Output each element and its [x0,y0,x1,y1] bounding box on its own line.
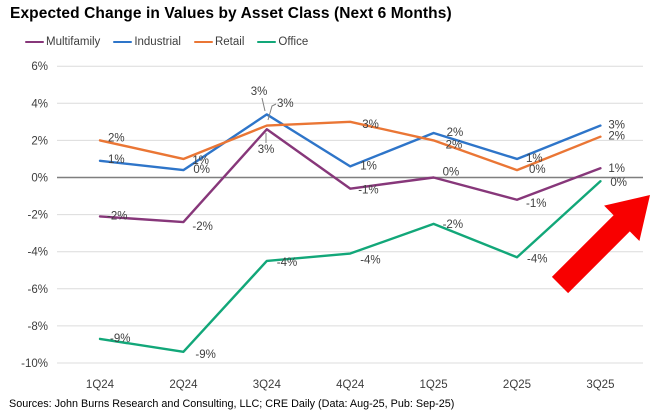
data-label-retail: 3% [277,98,294,110]
legend-label: Retail [214,36,245,48]
data-label-office: -9% [110,333,130,345]
series-line-multifamily [98,128,602,224]
data-label-retail: 3% [362,119,379,131]
y-axis-labels: 6% 4% 2% 0% -2% -4% -6% -8% -10% [21,61,48,370]
y-tick-label: -10% [21,358,48,370]
legend-item-retail: Retail [193,36,245,48]
data-label-office: 0% [610,177,627,189]
x-tick-label: 3Q24 [253,379,282,391]
data-label-industrial: 1% [360,160,377,172]
chart-title: Expected Change in Values by Asset Class… [10,5,452,22]
data-label-retail: 2% [108,132,125,144]
data-label-multifamily: -1% [526,198,546,210]
legend-item-multifamily: Multifamily [25,36,100,48]
x-tick-label: 3Q25 [586,379,614,391]
data-label-retail: 1% [192,155,209,167]
data-labels: -2%-2%-1%0%-1%1%1%0% 1%2%1%3%2%1%3%2%0%2%… [107,86,627,361]
legend-label: Office [278,36,309,48]
x-tick-label: 2Q24 [169,379,198,391]
leader-line [261,97,266,112]
y-tick-label: 2% [31,135,48,147]
legend-swatch [113,40,133,44]
data-label-office: -4% [527,253,547,265]
data-label-industrial: 2% [447,127,464,139]
data-label-multifamily: -1% [358,185,378,197]
label-leader-lines [261,97,277,143]
data-label-industrial: 0% [193,164,210,176]
data-label-multifamily: 3% [258,144,275,156]
series-line-office [98,180,602,354]
data-label-office: -2% [443,219,463,231]
data-label-industrial: 1% [526,153,543,165]
data-label-multifamily: -2% [107,210,127,222]
data-label-retail: 2% [446,139,463,151]
y-tick-label: -8% [28,321,48,333]
y-tick-label: -2% [28,210,48,222]
data-label-office: -4% [360,255,380,267]
leader-line [267,103,277,121]
y-tick-label: 6% [31,61,48,73]
x-axis-labels: 1Q24 2Q24 3Q24 4Q24 1Q25 2Q25 3Q25 [86,379,615,391]
y-tick-label: 4% [31,98,48,110]
legend-label: Multifamily [46,36,101,48]
source-note: Sources: John Burns Research and Consult… [9,398,455,410]
data-label-industrial: 1% [108,154,125,166]
data-label-industrial: 3% [608,120,625,132]
legend-swatch [257,40,277,44]
legend-swatch [193,40,213,44]
series-line-retail [98,120,602,172]
data-label-office: -4% [277,257,297,269]
x-tick-label: 1Q24 [86,379,115,391]
y-tick-label: -4% [28,247,48,259]
data-label-industrial: 3% [251,86,268,98]
data-label-retail: 2% [608,131,625,143]
chart-legend: Multifamily Industrial Retail Office [25,36,308,48]
legend-label: Industrial [134,36,181,48]
series-line-industrial [98,113,602,172]
data-label-multifamily: -2% [192,221,212,233]
y-tick-label: -6% [28,284,48,296]
x-tick-label: 2Q25 [503,379,531,391]
data-label-multifamily: 1% [608,163,625,175]
trend-up-arrow-icon [551,195,650,294]
legend-swatch [25,40,44,44]
data-label-multifamily: 0% [443,167,460,179]
y-tick-label: 0% [31,173,48,185]
legend-item-office: Office [257,36,308,48]
gridlines [57,65,643,364]
legend-item-industrial: Industrial [113,36,181,48]
data-label-retail: 0% [529,164,546,176]
data-label-office: -9% [195,349,215,361]
x-tick-label: 4Q24 [336,379,365,391]
x-tick-label: 1Q25 [420,379,448,391]
